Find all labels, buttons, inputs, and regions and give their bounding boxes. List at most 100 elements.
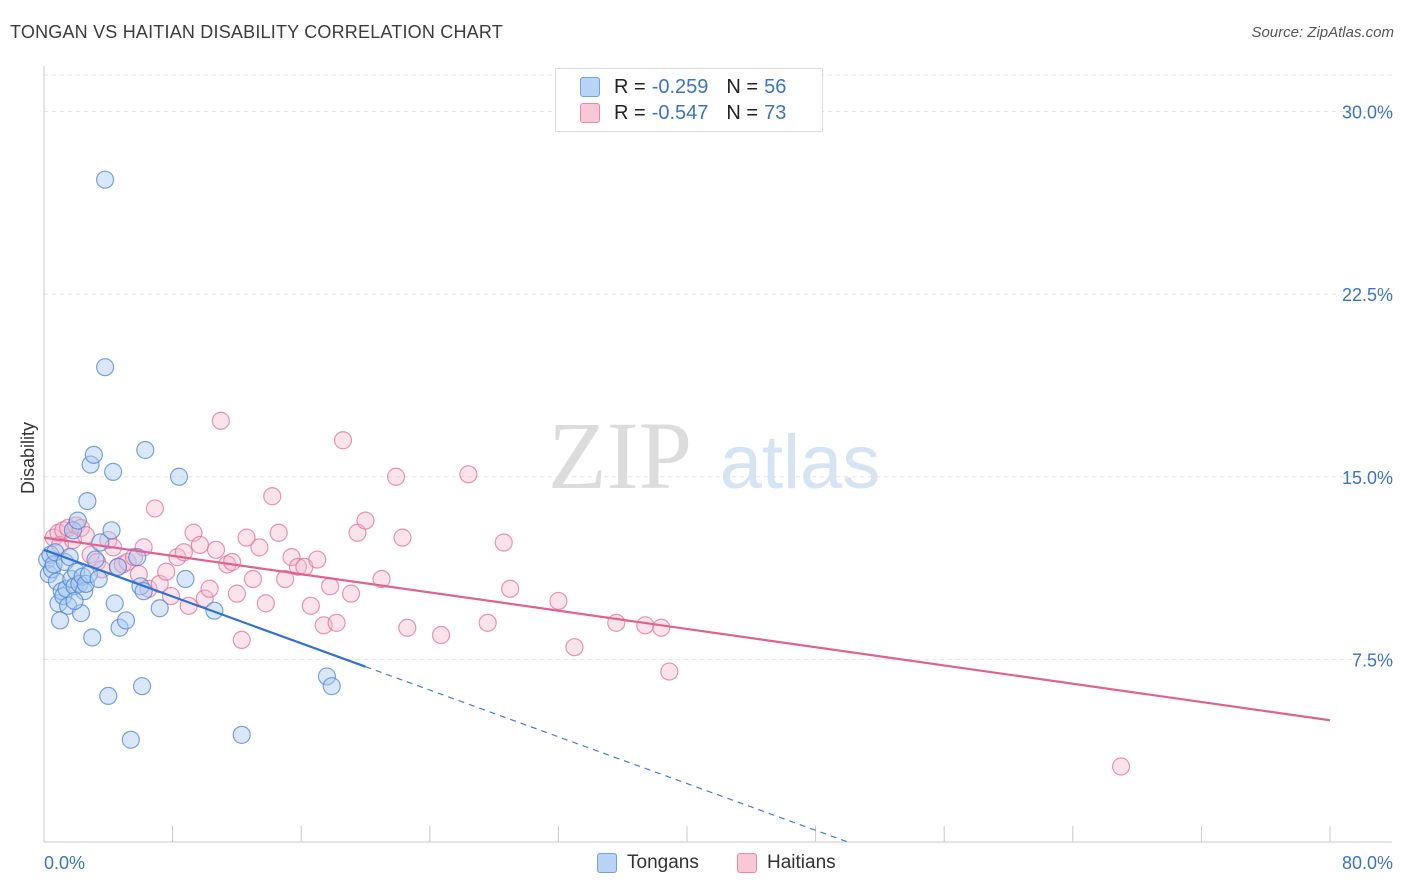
legend-swatch-haitians xyxy=(580,103,600,123)
trend-line-tongans xyxy=(43,548,366,668)
data-point-haitians xyxy=(398,618,417,637)
data-point-haitians xyxy=(227,584,246,603)
data-point-haitians xyxy=(200,579,219,598)
data-point-tongans xyxy=(169,467,189,486)
data-point-haitians xyxy=(157,562,176,581)
data-point-tongans xyxy=(322,677,341,696)
data-point-haitians xyxy=(113,555,132,574)
x-tick-label: 80.0% xyxy=(1342,853,1393,873)
data-point-tongans xyxy=(110,618,129,637)
data-point-tongans xyxy=(99,686,118,706)
data-point-haitians xyxy=(232,630,251,650)
data-point-tongans xyxy=(50,611,70,630)
data-point-haitians xyxy=(660,662,679,681)
data-point-tongans xyxy=(176,569,195,589)
legend-label-tongans: Tongans xyxy=(627,852,699,873)
data-point-haitians xyxy=(327,613,346,632)
data-point-tongans xyxy=(63,521,83,540)
data-point-haitians xyxy=(652,618,671,637)
series-legend: Tongans Haitians xyxy=(0,852,1406,878)
data-point-tongans xyxy=(150,599,169,618)
axes xyxy=(43,66,1392,843)
data-point-haitians xyxy=(494,533,513,552)
data-point-tongans xyxy=(83,628,102,647)
legend-n-value-haitians: 73 xyxy=(764,101,787,124)
data-point-haitians xyxy=(393,528,412,547)
data-point-haitians xyxy=(459,465,478,484)
data-point-tongans xyxy=(102,521,121,540)
gridlines xyxy=(44,74,1392,660)
legend-r-label: R = xyxy=(614,101,646,124)
y-tick-label: 30.0% xyxy=(1342,103,1393,123)
chart-title: TONGAN VS HAITIAN DISABILITY CORRELATION… xyxy=(10,22,503,42)
data-point-haitians xyxy=(431,625,451,645)
legend-r-label: R = xyxy=(614,75,646,98)
data-point-tongans xyxy=(68,511,87,530)
data-point-haitians xyxy=(341,584,361,603)
legend-n-value-tongans: 56 xyxy=(764,75,787,98)
y-tick-label: 22.5% xyxy=(1342,285,1393,305)
legend-swatch-tongans xyxy=(597,853,617,873)
data-point-haitians xyxy=(386,467,406,486)
axis-labels: 7.5% 15.0% 22.5% 30.0% 0.0% 80.0% Disability xyxy=(18,103,1393,873)
data-point-haitians xyxy=(372,569,391,589)
data-point-tongans xyxy=(121,730,140,749)
data-point-haitians xyxy=(263,487,282,506)
data-point-tongans xyxy=(84,445,103,464)
data-point-haitians xyxy=(321,577,340,596)
data-point-haitians xyxy=(356,511,375,530)
data-point-tongans xyxy=(104,462,123,481)
data-point-tongans xyxy=(81,455,100,474)
watermark-zip: ZIP xyxy=(548,402,692,509)
data-point-tongans xyxy=(136,440,155,460)
data-point-haitians xyxy=(636,616,655,635)
watermark-atlas: atlas xyxy=(720,420,881,505)
x-tick-label: 0.0% xyxy=(44,853,85,873)
data-point-haitians xyxy=(549,591,568,611)
correlation-legend: R = -0.259 N = 56 R = -0.547 N = 73 xyxy=(555,68,823,132)
data-point-haitians xyxy=(222,552,242,572)
legend-item-tongans: Tongans xyxy=(597,852,699,874)
data-point-haitians xyxy=(195,589,214,608)
trend-line-haitians xyxy=(43,536,1331,722)
legend-n-label: N = xyxy=(726,101,759,124)
data-point-haitians xyxy=(301,596,320,615)
data-point-haitians xyxy=(607,613,626,632)
legend-swatch-haitians xyxy=(737,853,757,873)
data-point-haitians xyxy=(211,411,230,430)
data-point-haitians xyxy=(243,569,263,589)
legend-r-value-tongans: -0.259 xyxy=(651,75,709,98)
y-tick-label: 7.5% xyxy=(1352,650,1393,670)
trend-line-tongans-extension xyxy=(365,666,848,843)
data-point-tongans xyxy=(75,582,94,601)
legend-item-haitians: Haitians xyxy=(737,852,836,874)
data-point-tongans xyxy=(95,170,115,189)
data-point-haitians xyxy=(478,613,497,632)
data-point-haitians xyxy=(333,431,353,450)
data-point-tongans xyxy=(317,667,337,686)
data-point-haitians xyxy=(1111,757,1131,776)
chart-source: Source: ZipAtlas.com xyxy=(1251,24,1394,41)
data-point-tongans xyxy=(105,594,124,613)
legend-n-label: N = xyxy=(726,75,759,98)
data-point-haitians xyxy=(501,579,520,598)
data-point-haitians xyxy=(190,535,210,555)
data-point-haitians xyxy=(282,548,301,567)
data-point-tongans xyxy=(116,611,136,630)
data-point-haitians xyxy=(256,594,275,613)
data-point-tongans xyxy=(128,548,147,567)
legend-row-tongans: R = -0.259 N = 56 xyxy=(580,74,786,100)
data-point-haitians xyxy=(250,538,269,557)
data-points xyxy=(38,170,1131,776)
data-point-tongans xyxy=(131,577,150,596)
trend-lines xyxy=(43,536,1331,843)
data-point-haitians xyxy=(145,499,165,518)
data-point-tongans xyxy=(108,557,128,576)
data-point-tongans xyxy=(232,725,251,744)
watermark: ZIP atlas xyxy=(548,402,880,509)
data-point-tongans xyxy=(89,569,108,589)
data-point-haitians xyxy=(206,540,226,559)
data-point-tongans xyxy=(95,358,115,377)
data-point-haitians xyxy=(276,569,295,589)
